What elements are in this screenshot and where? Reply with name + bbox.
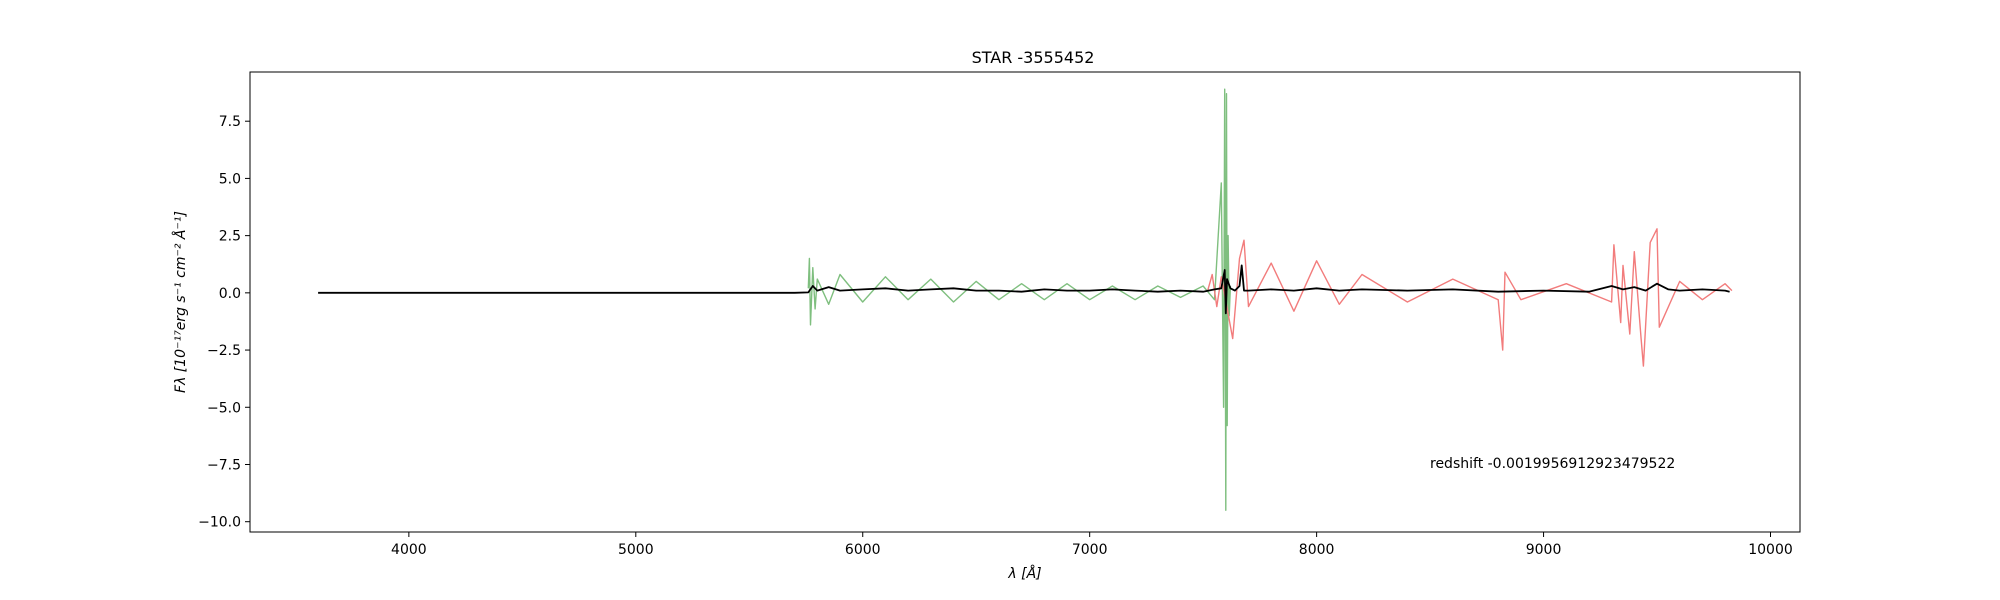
x-tick-label: 9000	[1526, 542, 1562, 558]
x-axis-label: λ [Å]	[1007, 565, 1041, 582]
red-arm-spectrum-line	[1207, 228, 1733, 367]
y-tick-label: 5.0	[219, 171, 241, 187]
plot-area	[249, 71, 1801, 533]
x-axis: 4000 5000 6000 7000 8000 9000 10000	[391, 532, 1793, 558]
y-axis-label: Fλ [10⁻¹⁷erg s⁻¹ cm⁻² Å⁻¹]	[172, 211, 189, 393]
chart-title: STAR -3555452	[972, 48, 1095, 67]
y-tick-label: −7.5	[207, 457, 241, 473]
y-axis: 7.5 5.0 2.5 0.0 −2.5 −5.0 −7.5 −10.0	[198, 114, 250, 531]
x-tick-label: 5000	[618, 542, 654, 558]
x-tick-label: 4000	[391, 542, 427, 558]
series-layer	[318, 88, 1733, 511]
x-tick-label: 6000	[845, 542, 881, 558]
x-tick-label: 8000	[1299, 542, 1335, 558]
y-tick-label: −2.5	[207, 343, 241, 359]
y-tick-label: 0.0	[219, 286, 241, 302]
y-tick-label: 2.5	[219, 229, 241, 245]
plot-frame	[249, 71, 1801, 533]
x-tick-label: 10000	[1748, 542, 1793, 558]
redshift-annotation: redshift -0.0019956912923479522	[1430, 456, 1675, 472]
model-spectrum-line	[318, 264, 1730, 315]
x-tick-label: 7000	[1072, 542, 1108, 558]
y-tick-label: 7.5	[219, 114, 241, 130]
y-tick-label: −5.0	[207, 400, 241, 416]
y-tick-label: −10.0	[198, 515, 241, 531]
